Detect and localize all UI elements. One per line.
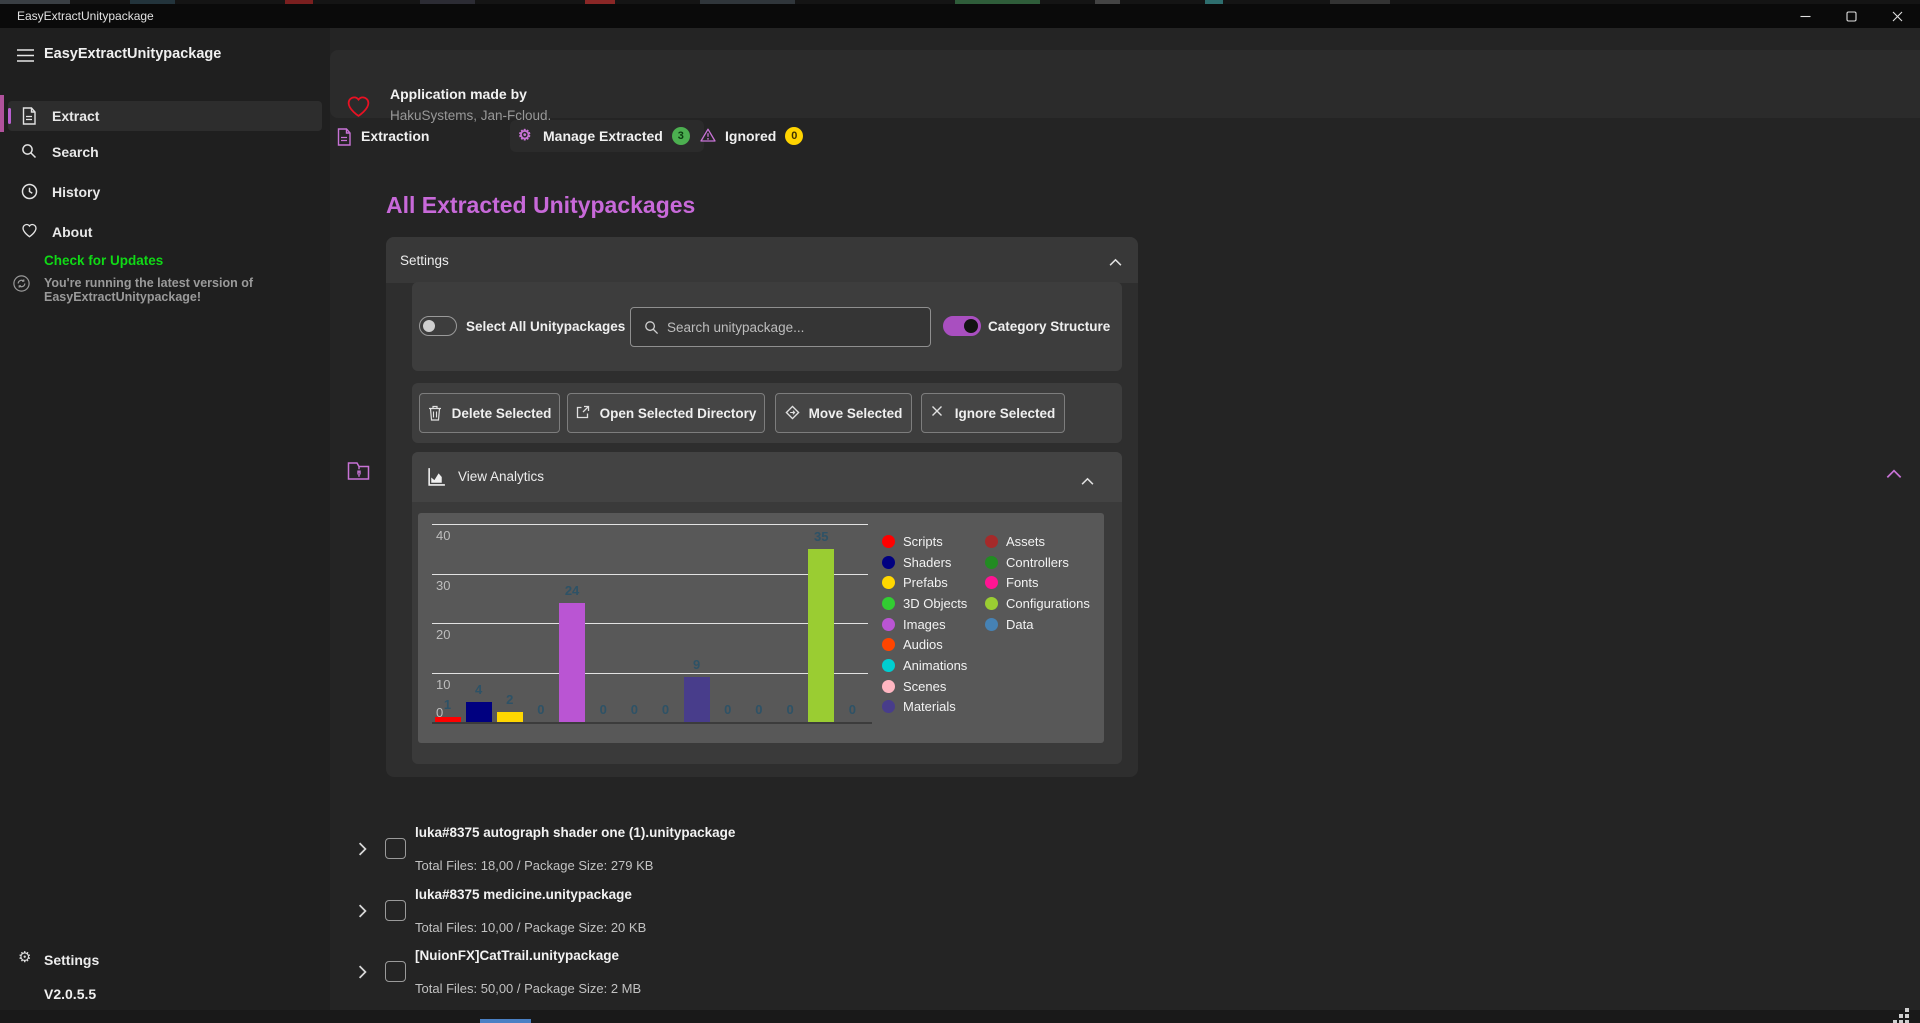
window-controls xyxy=(1782,4,1920,28)
sidebar-item-history[interactable]: History xyxy=(8,177,322,207)
sidebar-item-about[interactable]: About xyxy=(8,217,322,247)
expand-chevron-icon[interactable] xyxy=(358,965,367,979)
bottom-scrollbar xyxy=(0,1010,1920,1023)
sidebar: EasyExtractUnitypackage Extract Search His… xyxy=(0,28,330,1010)
package-checkbox[interactable] xyxy=(385,838,406,859)
package-checkbox[interactable] xyxy=(385,961,406,982)
package-list: luka#8375 autograph shader one (1).unity… xyxy=(330,28,1920,1010)
package-details: Total Files: 50,00 / Package Size: 2 MB xyxy=(415,981,641,996)
update-status-text: You're running the latest version of Eas… xyxy=(44,277,269,304)
sidebar-item-label: About xyxy=(52,224,92,240)
sidebar-item-label: Search xyxy=(52,144,99,160)
sidebar-item-extract[interactable]: Extract xyxy=(8,101,322,131)
main-area: Application made by HakuSystems, Jan-Fcl… xyxy=(330,28,1920,1010)
package-details: Total Files: 18,00 / Package Size: 279 K… xyxy=(415,858,653,873)
heart-outline-icon xyxy=(21,223,39,241)
window-title: EasyExtractUnitypackage xyxy=(17,9,154,23)
sidebar-item-label: History xyxy=(52,184,100,200)
history-icon xyxy=(21,183,39,201)
document-icon xyxy=(21,107,39,125)
package-details: Total Files: 10,00 / Package Size: 20 KB xyxy=(415,920,646,935)
package-name: luka#8375 autograph shader one (1).unity… xyxy=(415,825,735,840)
package-name: luka#8375 medicine.unitypackage xyxy=(415,887,632,902)
sidebar-item-search[interactable]: Search xyxy=(8,137,322,167)
app-window: EasyExtractUnitypackage EasyExtractUnity… xyxy=(0,0,1920,1023)
package-row: luka#8375 medicine.unitypackage Total Fil… xyxy=(330,883,1430,944)
expand-chevron-icon[interactable] xyxy=(358,842,367,856)
resize-grip[interactable] xyxy=(1893,1008,1911,1023)
maximize-button[interactable] xyxy=(1828,4,1874,28)
package-name: [NuionFX]CatTrail.unitypackage xyxy=(415,948,619,963)
package-checkbox[interactable] xyxy=(385,900,406,921)
background-sliver xyxy=(0,95,4,132)
settings-label: Settings xyxy=(44,952,99,968)
refresh-icon xyxy=(13,275,30,292)
search-icon xyxy=(21,143,39,161)
package-row: [NuionFX]CatTrail.unitypackage Total File… xyxy=(330,944,1430,1005)
minimize-button[interactable] xyxy=(1782,4,1828,28)
close-button[interactable] xyxy=(1874,4,1920,28)
gear-icon: ⚙ xyxy=(18,950,31,965)
expand-chevron-icon[interactable] xyxy=(358,904,367,918)
hamburger-menu-button[interactable] xyxy=(13,45,37,65)
check-for-updates-link[interactable]: Check for Updates xyxy=(44,253,163,268)
version-label: V2.0.5.5 xyxy=(44,986,96,1002)
sidebar-app-title: EasyExtractUnitypackage xyxy=(44,46,221,62)
sidebar-item-label: Extract xyxy=(52,108,99,124)
titlebar: EasyExtractUnitypackage xyxy=(0,4,1920,28)
sidebar-item-settings[interactable]: ⚙ Settings xyxy=(0,950,330,972)
horizontal-scrollbar-thumb[interactable] xyxy=(480,1019,531,1023)
package-row: luka#8375 autograph shader one (1).unity… xyxy=(330,821,1430,882)
